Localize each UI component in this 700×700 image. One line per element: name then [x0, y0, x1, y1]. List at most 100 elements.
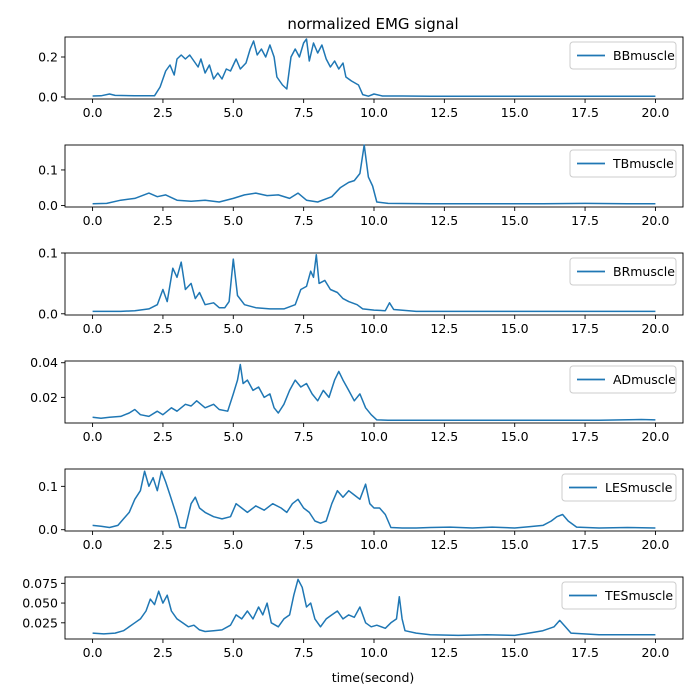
y-tick-label: 0.1: [38, 246, 58, 261]
series-line-tesmuscle: [92, 578, 656, 637]
y-tick-label: 0.0: [38, 198, 58, 213]
series-line-brmuscle: [92, 254, 656, 313]
y-tick-label: 0.025: [22, 615, 58, 630]
x-tick-label: 20.0: [641, 213, 669, 228]
x-tick-label: 17.5: [571, 537, 599, 552]
x-tick-label: 17.5: [571, 213, 599, 228]
legend: ADmuscle: [569, 365, 677, 394]
x-tick-label: 0.0: [83, 105, 103, 120]
y-tick-label: 0.04: [30, 355, 58, 370]
x-tick-label: 15.0: [501, 105, 529, 120]
x-axis-label: time(second): [332, 670, 415, 685]
x-tick-label: 12.5: [430, 105, 458, 120]
x-tick-label: 12.5: [430, 645, 458, 660]
x-tick-label: 7.5: [294, 321, 314, 336]
y-tick-label: 0.050: [22, 596, 58, 611]
x-tick-label: 17.5: [571, 321, 599, 336]
x-tick-label: 2.5: [153, 213, 173, 228]
subplot-panels: 0.0 2.5 5.0 7.5 10.0 12.5 15.0 17.5 20.0 0.0 0.2 BB…: [22, 36, 684, 660]
series-line-bbmuscle: [92, 38, 656, 97]
series-line-admuscle: [92, 363, 656, 421]
x-tick-label: 12.5: [430, 429, 458, 444]
y-tick-label: 0.0: [38, 306, 58, 321]
x-tick-label: 15.0: [501, 429, 529, 444]
x-tick-label: 7.5: [294, 429, 314, 444]
series-line-tbmuscle: [92, 144, 656, 205]
x-tick-label: 5.0: [223, 645, 243, 660]
legend-box: [569, 365, 677, 394]
y-tick-label: 0.075: [22, 576, 58, 591]
x-tick-label: 10.0: [360, 645, 388, 660]
legend-box: [561, 581, 677, 610]
x-tick-label: 2.5: [153, 321, 173, 336]
x-tick-label: 17.5: [571, 105, 599, 120]
x-tick-label: 2.5: [153, 429, 173, 444]
subplot-tbmuscle: 0.0 2.5 5.0 7.5 10.0 12.5 15.0 17.5 20.0 0.0 0.1 TB…: [38, 144, 684, 228]
x-tick-label: 17.5: [571, 429, 599, 444]
x-tick-label: 0.0: [83, 321, 103, 336]
series-line-lesmuscle: [92, 470, 656, 529]
legend: TBmuscle: [569, 149, 677, 178]
x-tick-label: 20.0: [641, 105, 669, 120]
x-tick-label: 12.5: [430, 537, 458, 552]
x-tick-label: 5.0: [223, 537, 243, 552]
x-tick-label: 7.5: [294, 213, 314, 228]
x-tick-label: 12.5: [430, 321, 458, 336]
legend-label: BRmuscle: [613, 264, 675, 279]
legend: BRmuscle: [569, 257, 677, 286]
y-tick-label: 0.1: [38, 162, 58, 177]
x-tick-label: 12.5: [430, 213, 458, 228]
x-tick-label: 10.0: [360, 537, 388, 552]
subplot-tesmuscle: 0.0 2.5 5.0 7.5 10.0 12.5 15.0 17.5 20.0 0.025 0.0…: [22, 576, 684, 660]
x-tick-label: 7.5: [294, 537, 314, 552]
legend-box: [561, 473, 677, 502]
legend: BBmuscle: [569, 41, 677, 70]
x-tick-label: 10.0: [360, 213, 388, 228]
legend-box: [569, 149, 677, 178]
x-tick-label: 2.5: [153, 537, 173, 552]
y-tick-label: 0.0: [38, 522, 58, 537]
legend-label: TBmuscle: [612, 156, 674, 171]
x-tick-label: 2.5: [153, 645, 173, 660]
x-tick-label: 5.0: [223, 213, 243, 228]
y-tick-label: 0.0: [38, 90, 58, 105]
x-tick-label: 20.0: [641, 429, 669, 444]
x-tick-label: 10.0: [360, 429, 388, 444]
legend: TESmuscle: [561, 581, 677, 610]
legend: LESmuscle: [561, 473, 677, 502]
legend-label: ADmuscle: [613, 372, 676, 387]
x-tick-label: 5.0: [223, 105, 243, 120]
subplot-brmuscle: 0.0 2.5 5.0 7.5 10.0 12.5 15.0 17.5 20.0 0.0 0.1 BR…: [38, 246, 684, 336]
figure-title: normalized EMG signal: [287, 15, 458, 33]
x-tick-label: 0.0: [83, 429, 103, 444]
x-tick-label: 10.0: [360, 321, 388, 336]
x-tick-label: 5.0: [223, 321, 243, 336]
y-tick-label: 0.02: [30, 390, 58, 405]
x-tick-label: 2.5: [153, 105, 173, 120]
x-tick-label: 17.5: [571, 645, 599, 660]
x-tick-label: 10.0: [360, 105, 388, 120]
subplot-admuscle: 0.0 2.5 5.0 7.5 10.0 12.5 15.0 17.5 20.0 0.02 0.04…: [30, 355, 684, 444]
x-tick-label: 20.0: [641, 321, 669, 336]
x-tick-label: 5.0: [223, 429, 243, 444]
legend-box: [569, 257, 677, 286]
x-tick-label: 0.0: [83, 537, 103, 552]
x-tick-label: 15.0: [501, 321, 529, 336]
legend-box: [569, 41, 677, 70]
y-tick-label: 0.2: [38, 50, 58, 65]
x-tick-label: 7.5: [294, 105, 314, 120]
x-tick-label: 20.0: [641, 645, 669, 660]
x-tick-label: 0.0: [83, 645, 103, 660]
x-tick-label: 15.0: [501, 537, 529, 552]
subplot-lesmuscle: 0.0 2.5 5.0 7.5 10.0 12.5 15.0 17.5 20.0 0.0 0.1 LE…: [38, 468, 684, 552]
x-tick-label: 15.0: [501, 645, 529, 660]
x-tick-label: 15.0: [501, 213, 529, 228]
y-tick-label: 0.1: [38, 479, 58, 494]
x-tick-label: 0.0: [83, 213, 103, 228]
legend-label: TESmuscle: [604, 588, 673, 603]
subplot-bbmuscle: 0.0 2.5 5.0 7.5 10.0 12.5 15.0 17.5 20.0 0.0 0.2 BB…: [38, 36, 684, 120]
legend-label: LESmuscle: [605, 480, 673, 495]
legend-label: BBmuscle: [613, 48, 675, 63]
x-tick-label: 20.0: [641, 537, 669, 552]
